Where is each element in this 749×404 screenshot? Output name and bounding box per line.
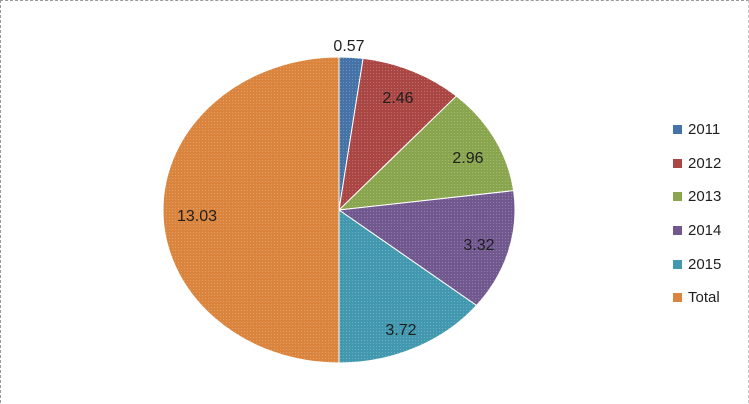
pie-slice-texture-2013 [339,96,514,210]
legend-item-2013: 2013 [673,180,721,214]
pie-data-labels: 0.57 2.46 2.96 3.32 3.72 13.03 [177,38,495,339]
legend-swatch-2012 [673,158,682,168]
legend-item-2014: 2014 [673,214,721,248]
data-label-2014: 3.32 [463,237,494,254]
legend-item-2011: 2011 [673,113,721,147]
pie-slice-texture-2014 [339,190,515,306]
pie-slice-texture-2012 [339,58,457,210]
legend-swatch-2015 [673,259,682,269]
legend: 2011 2012 2013 2014 2015 Total [673,113,721,315]
legend-label-2013: 2013 [688,188,722,206]
legend-label-total: Total [688,289,720,307]
legend-label-2012: 2012 [688,154,722,172]
legend-swatch-2014 [673,226,682,236]
data-label-total: 13.03 [177,208,217,225]
legend-swatch-total [673,293,682,303]
data-label-2011: 0.57 [333,38,364,55]
legend-item-total: Total [673,281,721,315]
legend-item-2012: 2012 [673,147,721,181]
legend-swatch-2011 [673,125,682,135]
pie-slices [162,56,516,364]
legend-label-2011: 2011 [688,121,721,139]
legend-label-2014: 2014 [688,222,722,240]
data-label-2015: 3.72 [385,322,416,339]
data-label-2013: 2.96 [452,150,483,167]
legend-swatch-2013 [673,192,682,202]
pie-slice-texture-total [163,57,339,363]
legend-item-2015: 2015 [673,247,721,281]
pie-slice-texture-2015 [339,210,477,363]
legend-label-2015: 2015 [688,255,722,273]
data-label-2012: 2.46 [382,90,413,107]
